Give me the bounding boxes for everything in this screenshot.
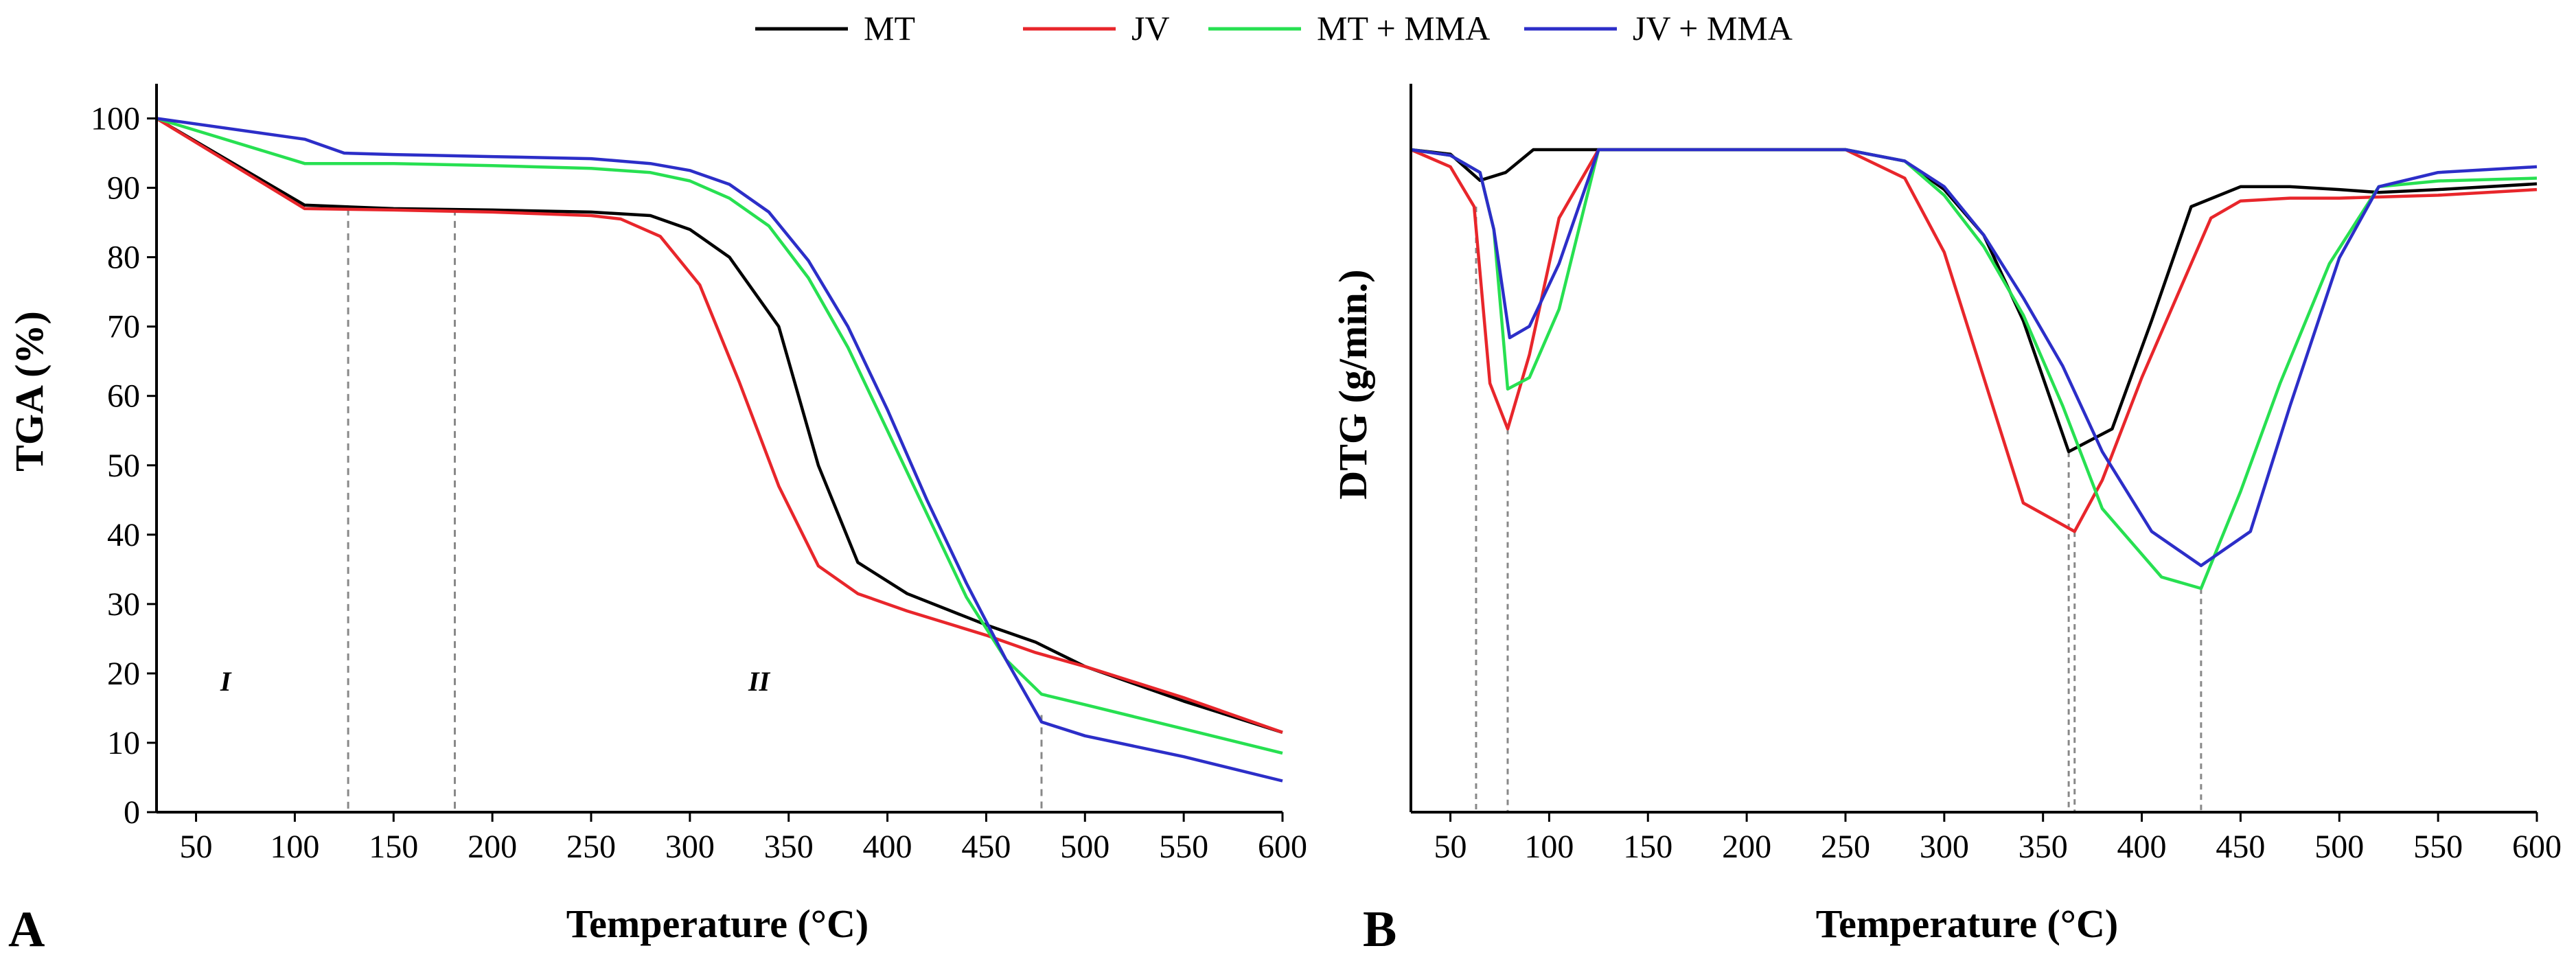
dtg-y-axis-title: DTG (g/min.): [1331, 269, 1375, 499]
tga-y-tick-label: 50: [107, 448, 140, 484]
tga-x-tick-label: 250: [566, 829, 616, 865]
tga-y-tick-label: 80: [107, 240, 140, 276]
tga-y-tick-label: 90: [107, 170, 140, 207]
tga-series-lines: I II: [155, 117, 1283, 812]
tga-x-tick-label: 600: [1258, 829, 1307, 865]
panel-label-a: A: [8, 901, 45, 958]
dtg-x-axis-title: Temperature (°C): [1816, 901, 2118, 946]
dtg-x-tick-label: 200: [1722, 829, 1771, 865]
tga-x-tick-label: 350: [764, 829, 814, 865]
tga-x-tick-label: 50: [180, 829, 213, 865]
dtg-x-tick-label: 300: [1920, 829, 1969, 865]
dtg-x-tick-label: 600: [2512, 829, 2562, 865]
tga-series-line: [155, 117, 1283, 734]
tga-x-tick-label: 450: [961, 829, 1011, 865]
tga-y-tick-label: 10: [107, 725, 140, 761]
tga-series-line: [156, 117, 1283, 755]
tga-x-tick-label: 150: [369, 829, 418, 865]
tga-y-tick-label: 20: [107, 656, 140, 692]
tga-region-label: II: [748, 666, 771, 697]
tga-y-tick-label: 70: [107, 309, 140, 345]
panel-label-b: B: [1363, 901, 1396, 958]
dtg-x-tick-label: 550: [2413, 829, 2463, 865]
dtg-x-tick-label: 250: [1821, 829, 1870, 865]
dtg-axes: 50 100 150 200 250 300 350 400 450 500 550 600: [1410, 84, 2562, 865]
dtg-series-line: [1410, 148, 2538, 590]
legend-label: MT + MMA: [1317, 9, 1490, 47]
dtg-x-tick-label: 150: [1623, 829, 1672, 865]
tga-x-tick-label: 500: [1060, 829, 1109, 865]
tga-y-tick-label: 60: [107, 378, 140, 415]
tga-x-tick-label: 200: [468, 829, 517, 865]
dtg-x-tick-label: 400: [2117, 829, 2167, 865]
tga-x-tick-label: 300: [665, 829, 715, 865]
dtg-x-tick-label: 500: [2314, 829, 2364, 865]
dtg-series-line: [1410, 148, 2538, 533]
tga-y-axis-title: TGA (%): [7, 311, 51, 472]
dtg-series-line: [1410, 148, 2538, 454]
dtg-series-lines: [1410, 148, 2538, 812]
legend-item: JV: [1023, 9, 1170, 47]
dtg-x-tick-label: 100: [1524, 829, 1574, 865]
dtg-x-tick-label: 350: [2019, 829, 2068, 865]
legend-item: MT: [755, 9, 915, 47]
dtg-chart-panel: 50 100 150 200 250 300 350 400 450 500 550 600 DTG …: [1331, 84, 2562, 958]
legend: MT JV MT + MMA JV + MMA: [755, 9, 1793, 47]
tga-axes: 0 10 20 30 40 50 60 70 80 90 100 50 100 150 200 250 300 3…: [91, 84, 1307, 865]
tga-x-axis-title: Temperature (°C): [566, 901, 869, 946]
tga-series-line: [156, 117, 1283, 783]
tga-y-tick-label: 0: [124, 794, 140, 831]
legend-item: MT + MMA: [1208, 9, 1490, 47]
tga-series-line: [155, 117, 1283, 734]
tga-y-tick-label: 30: [107, 586, 140, 623]
tga-y-tick-label: 40: [107, 517, 140, 553]
legend-label: JV: [1131, 9, 1170, 47]
dtg-x-tick-label: 50: [1434, 829, 1467, 865]
dtg-x-tick-label: 450: [2216, 829, 2265, 865]
tga-x-tick-label: 100: [270, 829, 319, 865]
legend-label: JV + MMA: [1633, 9, 1793, 47]
tga-region-label: I: [220, 666, 232, 697]
tga-x-tick-label: 400: [863, 829, 912, 865]
legend-item: JV + MMA: [1524, 9, 1793, 47]
tga-y-tick-label: 100: [91, 101, 140, 137]
legend-label: MT: [864, 9, 915, 47]
tga-x-tick-label: 550: [1159, 829, 1208, 865]
dtg-series-line: [1410, 148, 2538, 568]
